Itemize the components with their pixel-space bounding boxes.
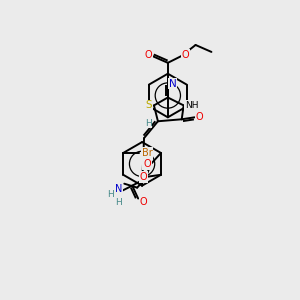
Text: H: H (106, 190, 113, 199)
Text: O: O (139, 172, 147, 182)
Text: O: O (144, 50, 152, 60)
Text: S: S (146, 100, 152, 110)
Text: NH: NH (185, 101, 198, 110)
Text: H: H (115, 198, 122, 207)
Text: O: O (139, 196, 147, 206)
Text: O: O (182, 50, 190, 60)
Text: Br: Br (142, 148, 152, 158)
Text: O: O (143, 159, 151, 169)
Text: N: N (169, 79, 177, 88)
Text: H: H (145, 119, 152, 128)
Text: O: O (196, 112, 203, 122)
Text: N: N (115, 184, 122, 194)
